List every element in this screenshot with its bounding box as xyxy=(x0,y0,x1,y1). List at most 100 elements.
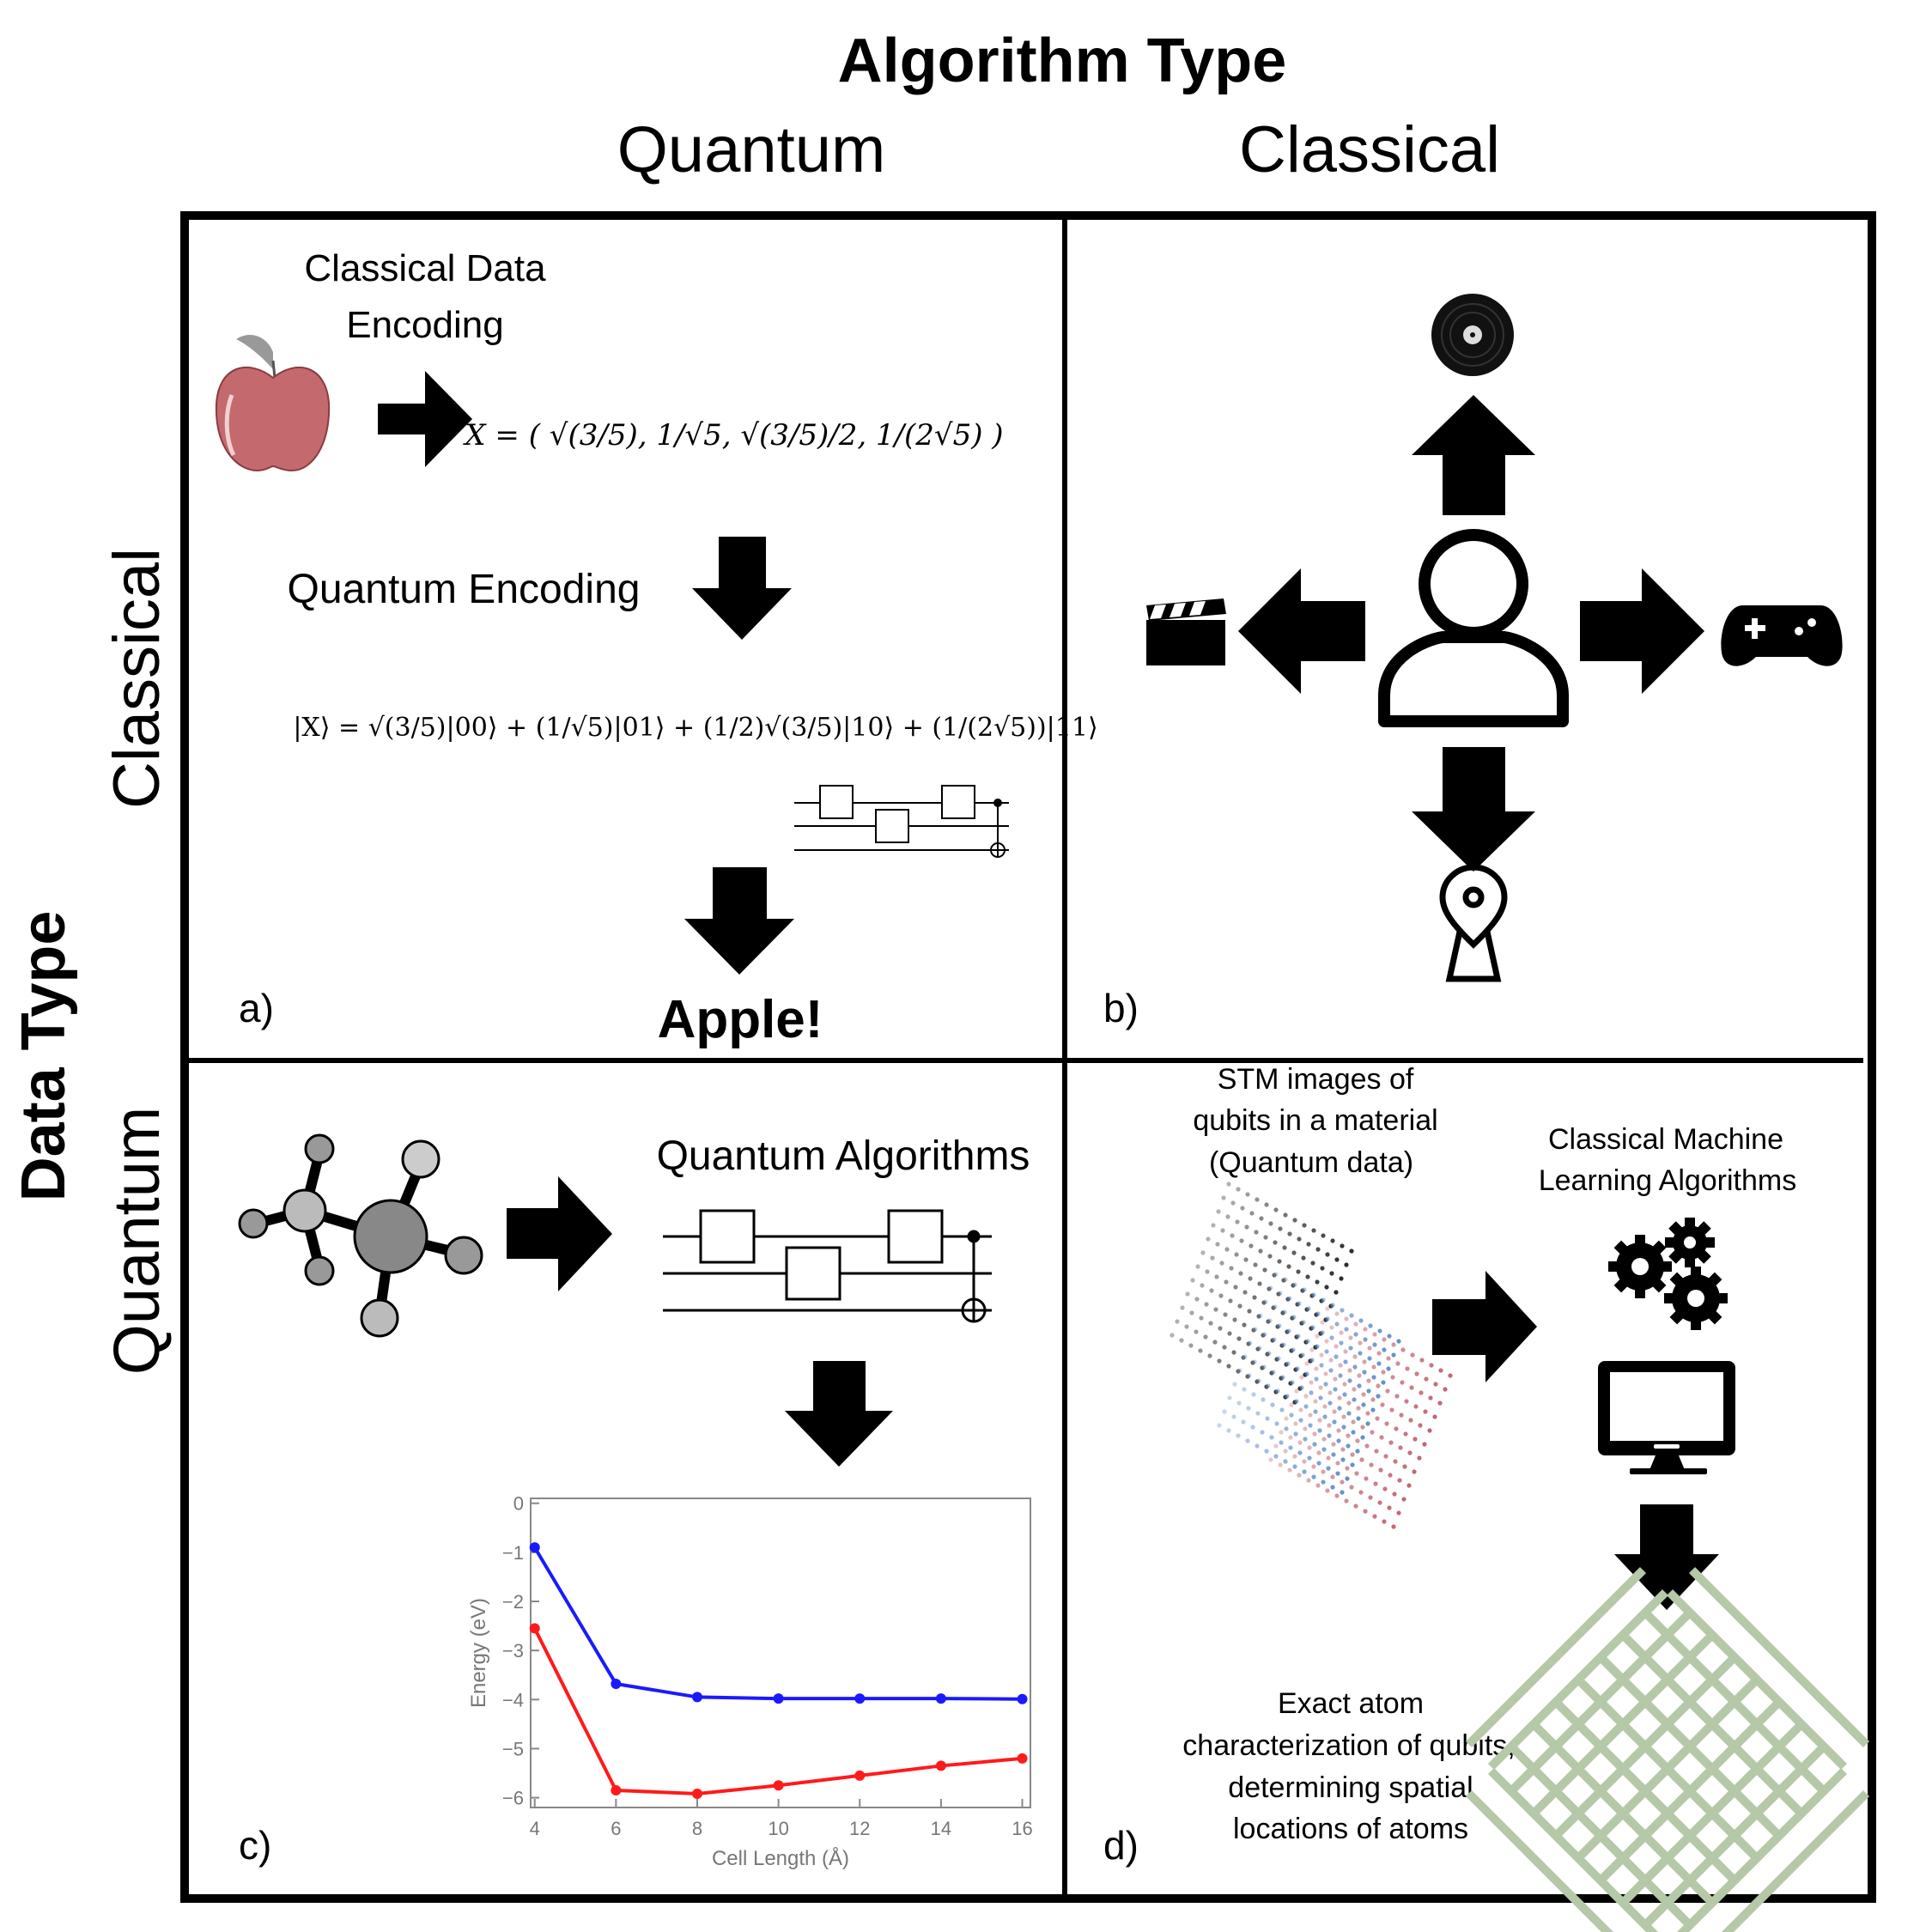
stm-dot xyxy=(1267,1351,1272,1356)
lattice-line xyxy=(1666,1589,1848,1771)
stm-dot xyxy=(1322,1404,1327,1409)
panel-a: Classical Data Encoding X = ( √(3/5), 1/… xyxy=(215,247,1098,1049)
stm-dot xyxy=(1239,1238,1244,1243)
stm-dot xyxy=(1371,1375,1376,1380)
stm-dot xyxy=(1300,1352,1305,1358)
stm-dot xyxy=(1276,1356,1281,1361)
stm-dot xyxy=(1249,1211,1255,1216)
chart-plot-frame xyxy=(530,1498,1031,1808)
stm-dot xyxy=(1355,1449,1360,1454)
stm-dot xyxy=(1419,1358,1425,1363)
stm-dot xyxy=(1392,1492,1397,1497)
stm-dot xyxy=(1285,1361,1291,1366)
stm-dot xyxy=(1327,1423,1332,1428)
stm-dot xyxy=(1353,1332,1358,1337)
stm-dot xyxy=(1307,1455,1312,1461)
stm-dot xyxy=(1253,1262,1258,1267)
stm-dot xyxy=(1333,1376,1338,1382)
stm-dot xyxy=(1297,1236,1302,1242)
lattice-line xyxy=(1676,1767,1848,1932)
right-arrow-icon xyxy=(1580,568,1704,694)
stm-dot xyxy=(1242,1387,1247,1392)
energy-chart: 0 −1 −2 −3 −4 −5 −6 4 6 8 10 12 14 16 Cell Length (Å… xyxy=(467,1493,1033,1870)
classical-encoding-label-line1: Classical Data xyxy=(304,247,546,289)
stm-dot xyxy=(1323,1382,1328,1387)
stm-dot xyxy=(1335,1471,1340,1476)
stm-dot xyxy=(1349,1313,1354,1318)
result-label-line4: locations of atoms xyxy=(1233,1813,1468,1845)
stm-dot xyxy=(1238,1271,1243,1276)
stm-dot xyxy=(1370,1430,1375,1435)
stm-dot xyxy=(1406,1483,1412,1488)
stm-dot xyxy=(1237,1368,1242,1373)
gear-tooth xyxy=(1664,1293,1676,1303)
gear-tooth xyxy=(1706,1309,1722,1325)
stm-dot xyxy=(1246,1406,1251,1411)
stm-dot xyxy=(1407,1450,1413,1455)
stm-dot xyxy=(1311,1474,1316,1479)
lattice-line xyxy=(1465,1789,1614,1932)
stm-dot xyxy=(1354,1471,1359,1476)
stm-dot xyxy=(1268,1457,1273,1462)
stm-dot xyxy=(1298,1407,1303,1413)
stm-dot xyxy=(1324,1339,1329,1344)
stm-dot xyxy=(1359,1457,1364,1462)
stm-dot xyxy=(1297,1450,1303,1455)
panel-label-a: a) xyxy=(239,986,274,1030)
stm-dot xyxy=(1346,1443,1351,1449)
left-arrow-icon xyxy=(1238,568,1365,694)
stm-dot xyxy=(1347,1378,1352,1383)
stm-dot xyxy=(1432,1414,1437,1419)
stm-dot xyxy=(1320,1320,1325,1325)
result-label-line1: Exact atom xyxy=(1278,1687,1424,1720)
chart-point xyxy=(854,1693,866,1704)
chart-point xyxy=(854,1770,866,1781)
lattice-line xyxy=(1621,1722,1803,1905)
panel-label-d: d) xyxy=(1103,1823,1139,1868)
stm-dot xyxy=(1350,1462,1355,1467)
stm-dot xyxy=(1283,1459,1288,1464)
chart-x-tick-label: 6 xyxy=(611,1818,621,1839)
stm-dot xyxy=(1400,1380,1405,1385)
stm-dot xyxy=(1349,1485,1354,1490)
stm-dot xyxy=(1279,1430,1284,1435)
stm-dot xyxy=(1315,1344,1320,1349)
stm-dot xyxy=(1346,1433,1351,1438)
stm-dot xyxy=(1200,1250,1206,1255)
stm-dot xyxy=(1247,1309,1252,1314)
stm-dot xyxy=(1340,1490,1345,1495)
stm-dot xyxy=(1245,1438,1250,1443)
gear-tooth xyxy=(1716,1293,1728,1303)
stm-dot xyxy=(1263,1299,1268,1304)
stm-dot xyxy=(1286,1264,1291,1269)
stm-dot xyxy=(1292,1454,1297,1459)
stm-dot xyxy=(1316,1461,1321,1466)
stm-dot xyxy=(1206,1236,1211,1242)
stm-dot xyxy=(1275,1324,1280,1329)
stm-dot xyxy=(1306,1242,1311,1247)
stm-dot xyxy=(1355,1438,1360,1443)
stm-dot xyxy=(1304,1361,1309,1366)
stm-dot xyxy=(1180,1305,1185,1310)
stm-dot xyxy=(1222,1409,1227,1414)
stm-dot xyxy=(1326,1466,1331,1471)
stm-dot xyxy=(1237,1303,1242,1309)
stm-dot xyxy=(1329,1325,1334,1330)
stm-dot xyxy=(1412,1469,1417,1474)
stm-dot xyxy=(1294,1388,1299,1394)
stm-dot xyxy=(1318,1395,1323,1400)
stm-dot xyxy=(1408,1418,1413,1423)
gear-tooth xyxy=(1685,1255,1695,1267)
chart-y-tick-label: −4 xyxy=(502,1689,524,1710)
stm-dot xyxy=(1257,1281,1262,1286)
stm-dot xyxy=(1271,1370,1276,1375)
stm-dot xyxy=(1334,1344,1339,1349)
stm-dot xyxy=(1340,1447,1346,1452)
lattice-line xyxy=(1688,1566,1870,1748)
stm-dot xyxy=(1233,1285,1238,1290)
stm-dot xyxy=(1391,1524,1396,1529)
stm-dot xyxy=(1325,1306,1330,1311)
stm-dot xyxy=(1397,1478,1402,1483)
stm-dot xyxy=(1365,1411,1370,1416)
stm-dot xyxy=(1280,1375,1285,1380)
